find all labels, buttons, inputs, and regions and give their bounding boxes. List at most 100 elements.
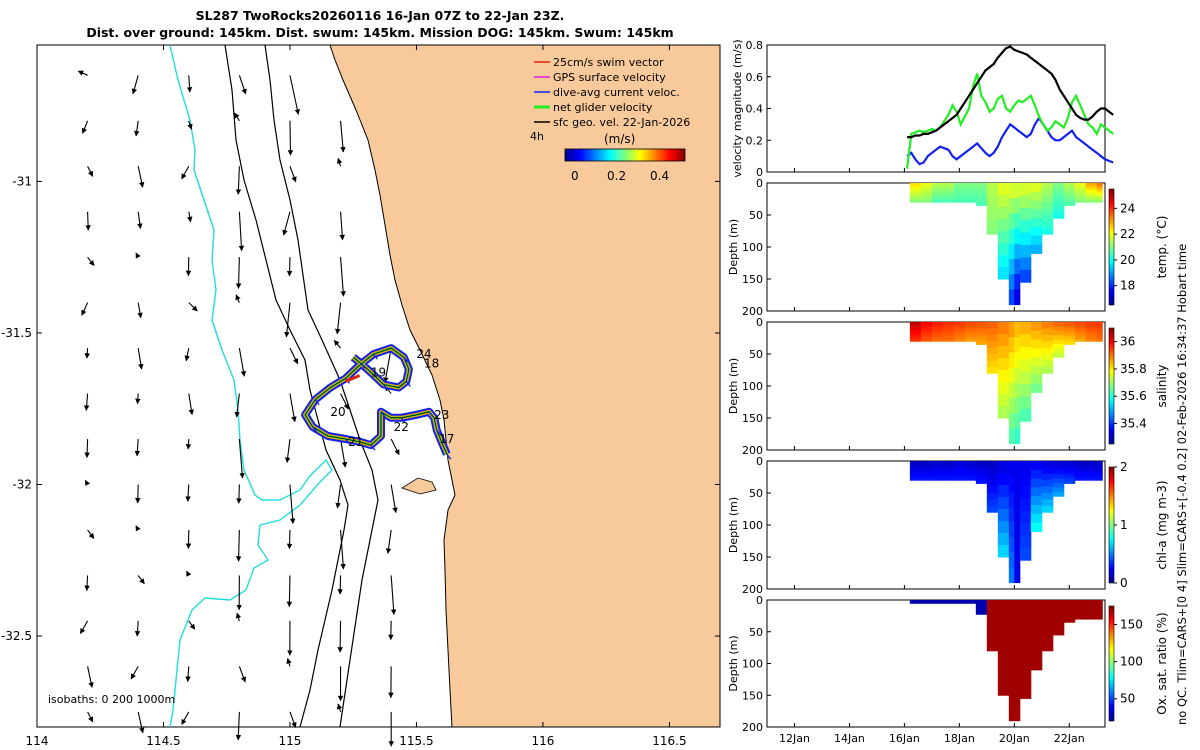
temperature-cell — [931, 192, 944, 196]
salinity-cell — [986, 334, 999, 342]
temperature-cell — [1063, 185, 1076, 190]
salinity-cell — [953, 329, 966, 333]
temperature-cell — [1063, 197, 1076, 201]
colorbar-tick-0.4: 0.4 — [650, 169, 669, 183]
temperature-cell — [1030, 218, 1043, 228]
chlorophyll-cell — [997, 461, 1010, 474]
oxygen-cell — [1074, 609, 1087, 613]
oxygen-cell — [1014, 690, 1021, 707]
chlorophyll-cell — [1030, 478, 1043, 488]
salinity-cell — [1052, 330, 1065, 336]
temperature-cell — [953, 190, 966, 194]
current-vector — [340, 393, 349, 410]
temperature-cell — [931, 185, 944, 189]
current-vector — [81, 120, 89, 134]
oxygen-cell — [1030, 652, 1043, 662]
isobath-shelf-1 — [224, 45, 349, 727]
oxygen-cell — [997, 671, 1010, 684]
chlorophyll-cell — [1019, 547, 1032, 561]
map-ytick-label: -31 — [12, 174, 32, 188]
temperature-cell — [931, 187, 944, 191]
temperature-cell — [909, 185, 922, 189]
track-dac-tick — [446, 453, 452, 460]
current-vector — [235, 166, 242, 195]
chlorophyll-cell — [942, 477, 955, 481]
oxygen-cell — [1008, 675, 1015, 691]
oxygen-cell — [1096, 600, 1103, 603]
isobath-shelf-2 — [264, 45, 379, 727]
current-vector — [289, 484, 296, 525]
oxygen-cell — [986, 612, 999, 620]
track-dac-tick — [428, 411, 434, 418]
temperature-cell — [1019, 257, 1032, 271]
oxygen-cell — [1019, 636, 1032, 650]
chlorophyll-cell — [997, 533, 1010, 546]
chlorophyll-cell — [942, 463, 955, 467]
current-vector — [188, 302, 198, 312]
oxygen-cell — [1052, 604, 1065, 610]
salinity-cell — [1041, 354, 1054, 361]
oxygen-cell — [1030, 626, 1043, 636]
chlorophyll-cell — [1041, 467, 1054, 475]
oxygen-cell — [1096, 607, 1103, 611]
temperature-cell — [975, 183, 988, 187]
temperature-cell — [920, 183, 933, 186]
temperature-cell — [1008, 243, 1015, 260]
salinity-cell — [942, 336, 955, 340]
salinity-cell — [1008, 352, 1015, 369]
current-vector — [340, 529, 346, 570]
salinity-cell — [1019, 396, 1032, 410]
salinity-cell — [1096, 326, 1103, 330]
salinity-cell — [1074, 322, 1087, 325]
temperature-cell — [1052, 213, 1065, 219]
salinity-cell — [942, 324, 955, 328]
figure-title-line-1: SL287 TwoRocks20260116 16-Jan 07Z to 22-… — [195, 8, 565, 23]
temperature-cell — [1008, 198, 1015, 214]
oxygen-cell — [931, 602, 944, 604]
temperature-cell — [1030, 191, 1043, 202]
oxygen-cell — [1030, 617, 1043, 627]
temperature-cell — [1074, 185, 1087, 189]
salinity-cell — [986, 347, 999, 355]
legend-swim: 25cm/s swim vector — [553, 56, 664, 69]
chlorophyll-cell — [931, 468, 944, 472]
current-vector — [87, 711, 94, 723]
temperature-cell — [1041, 189, 1054, 197]
chlorophyll-cell — [1052, 474, 1065, 480]
temperature-cell — [1019, 232, 1032, 246]
chlorophyll-cell — [1019, 510, 1032, 524]
salinity-cell — [931, 329, 944, 333]
chlorophyll-cell — [953, 465, 966, 469]
chlorophyll-cell — [1096, 475, 1103, 479]
chlorophyll-cell — [1030, 469, 1043, 480]
oxygen-cbar-tick: 50 — [1120, 692, 1135, 706]
oxygen-cell — [909, 602, 922, 604]
salinity-cell — [1052, 339, 1065, 345]
current-vector — [340, 257, 346, 297]
track-dac-tick — [360, 362, 366, 369]
current-vector — [289, 711, 297, 728]
temperature-cell — [1063, 183, 1076, 187]
salinity-cell — [920, 329, 933, 333]
temperature-cell — [986, 183, 999, 190]
chlorophyll-cell — [964, 461, 977, 464]
temperature-cell — [1008, 289, 1015, 306]
salinity-cell — [1008, 367, 1015, 384]
salinity-cell — [1019, 334, 1032, 348]
oxygen-cell — [997, 623, 1010, 637]
salinity-cell — [1074, 336, 1087, 340]
temperature-cell — [1063, 191, 1076, 195]
speed-colorbar — [564, 148, 686, 162]
current-vector — [135, 252, 141, 259]
isobath-coast — [169, 45, 333, 727]
current-vector — [137, 711, 145, 734]
chlorophyll-cell — [964, 465, 977, 469]
current-vector — [181, 711, 190, 725]
salinity-cell — [1019, 371, 1032, 385]
current-vector — [286, 529, 293, 550]
temperature-cell — [1041, 202, 1054, 210]
temperature-cell — [1085, 192, 1098, 196]
salinity-cell — [920, 334, 933, 337]
salinity-cell — [953, 324, 966, 328]
temperature-cell — [1096, 195, 1103, 198]
